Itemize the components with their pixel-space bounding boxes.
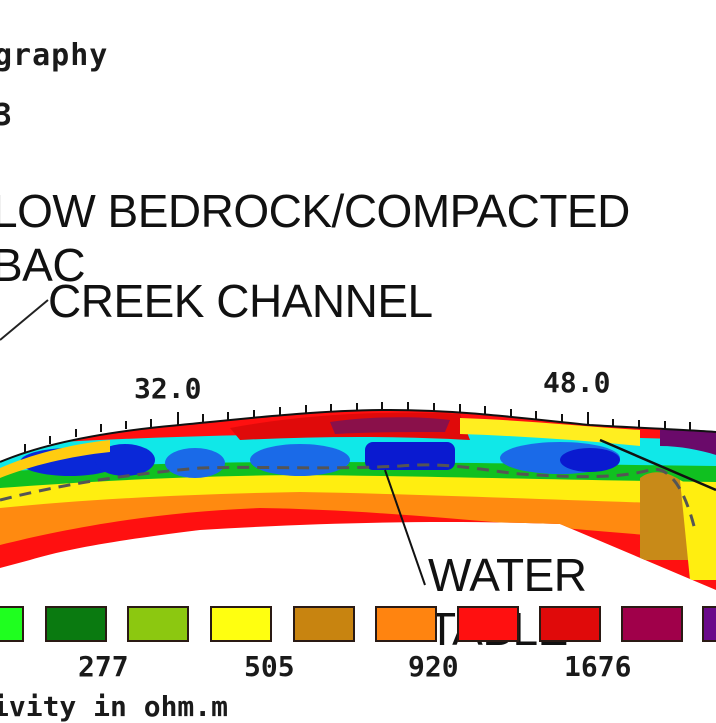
creek-channel-annotation: CREEK CHANNEL bbox=[48, 275, 433, 327]
bedrock-leader-line bbox=[599, 438, 716, 492]
water-table-leader-line bbox=[384, 469, 426, 586]
bedrock-annotation: LOW BEDROCK/COMPACTED BAC bbox=[0, 185, 630, 291]
legend-swatch bbox=[457, 606, 519, 642]
electrode-ticks bbox=[24, 402, 691, 452]
legend-swatch bbox=[0, 606, 24, 642]
legend-label-1676: 1676 bbox=[564, 650, 632, 683]
legend-swatch bbox=[539, 606, 601, 642]
legend-label-277: 277 bbox=[78, 650, 129, 683]
x-tick-label-48: 48.0 bbox=[543, 366, 611, 399]
colorbar-caption: ivity in ohm.m bbox=[0, 690, 229, 723]
creek-leader-line bbox=[0, 299, 49, 341]
legend-swatch bbox=[127, 606, 189, 642]
x-tick-label-32: 32.0 bbox=[134, 372, 202, 405]
water-table-dashed-line bbox=[0, 463, 697, 531]
legend-swatch bbox=[45, 606, 107, 642]
legend-swatch bbox=[621, 606, 683, 642]
legend-swatch bbox=[210, 606, 272, 642]
color-legend bbox=[0, 606, 716, 646]
resistivity-layers bbox=[0, 410, 716, 590]
legend-label-920: 920 bbox=[408, 650, 459, 683]
section-title: graphy bbox=[0, 38, 109, 73]
section-subtitle: 3 bbox=[0, 98, 14, 133]
legend-swatch bbox=[293, 606, 355, 642]
legend-swatch bbox=[375, 606, 437, 642]
legend-label-505: 505 bbox=[244, 650, 295, 683]
surface-line bbox=[0, 408, 716, 463]
legend-swatch bbox=[702, 606, 716, 642]
